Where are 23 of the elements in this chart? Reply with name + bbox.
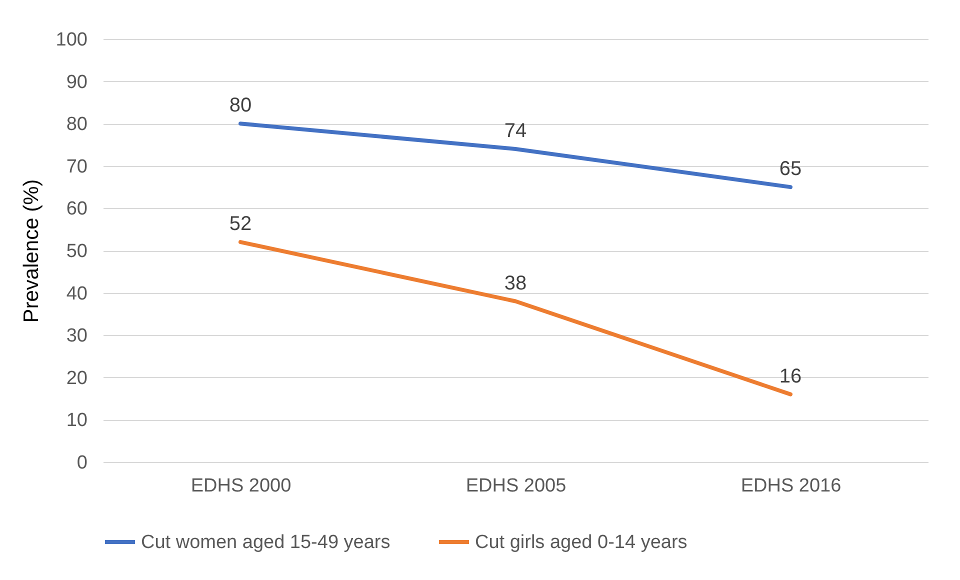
y-tick-label: 50 <box>66 241 88 262</box>
y-tick-label: 60 <box>66 198 88 220</box>
legend-label: Cut women aged 15-49 years <box>141 532 390 553</box>
y-axis-title: Prevalence (%) <box>20 179 43 323</box>
x-tick-label: EDHS 2016 <box>740 476 842 496</box>
y-tick-label: 30 <box>66 326 88 347</box>
y-tick-label: 20 <box>66 368 88 389</box>
legend-label: Cut girls aged 0-14 years <box>475 532 688 553</box>
data-label: 38 <box>504 272 527 294</box>
data-label: 74 <box>504 120 527 142</box>
data-label: 80 <box>229 94 252 117</box>
x-tick-label: EDHS 2000 <box>190 476 292 496</box>
data-label: 16 <box>779 365 802 388</box>
data-label: 52 <box>229 213 252 236</box>
y-tick-label: 90 <box>66 72 88 93</box>
y-tick-label: 10 <box>66 410 88 432</box>
data-label: 65 <box>779 158 802 180</box>
y-tick-label: 100 <box>56 30 88 50</box>
y-tick-label: 70 <box>66 156 88 178</box>
y-tick-label: 0 <box>76 452 88 474</box>
y-tick-label: 80 <box>66 114 88 136</box>
x-tick-label: EDHS 2005 <box>466 476 566 496</box>
y-tick-label: 40 <box>66 283 88 304</box>
